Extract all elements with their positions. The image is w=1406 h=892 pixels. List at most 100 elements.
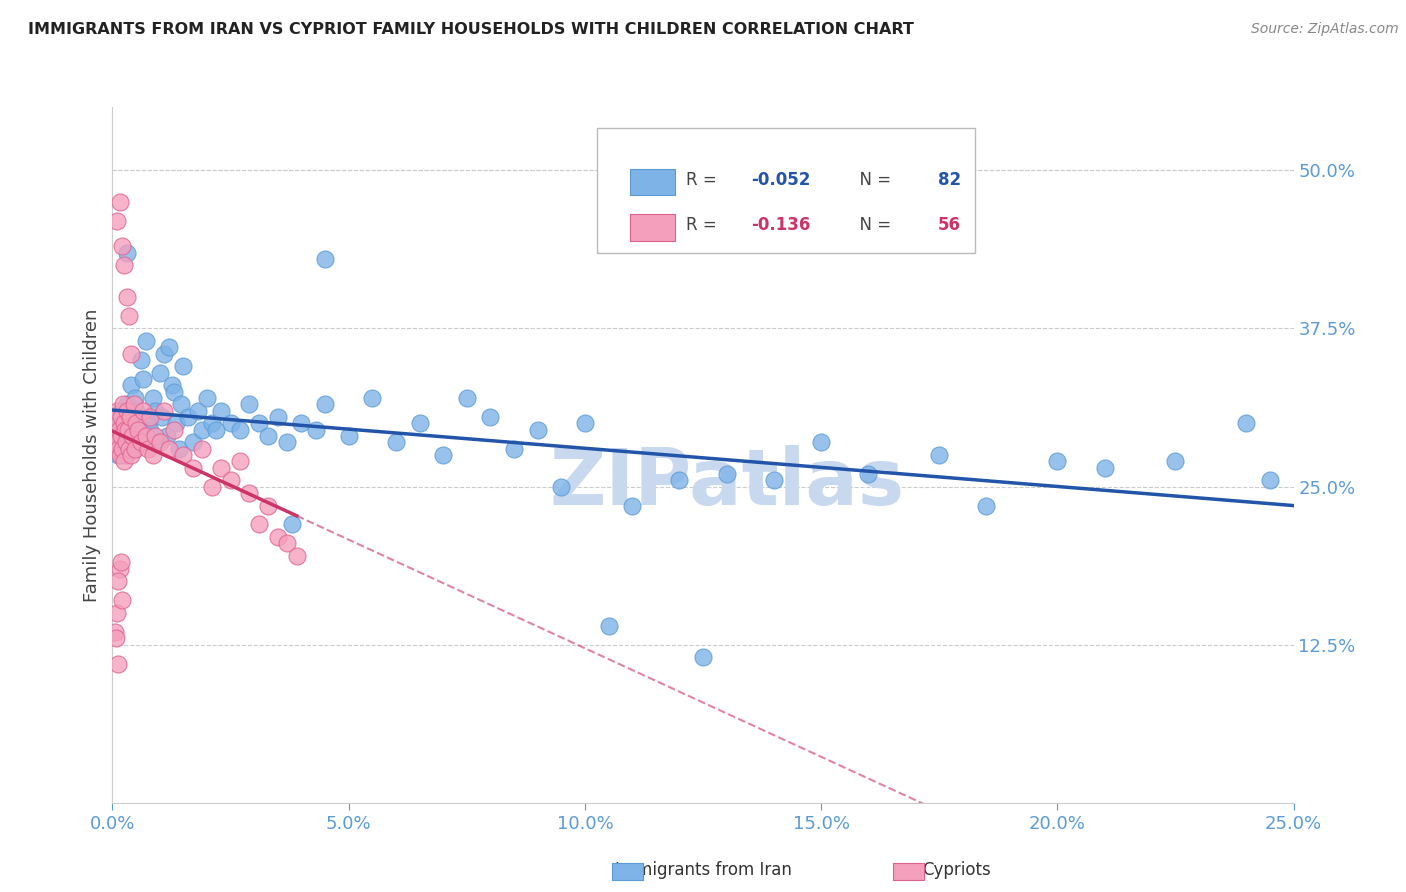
Point <box>107 442 129 456</box>
Point <box>115 245 138 260</box>
Point <box>598 618 620 632</box>
Point <box>167 442 190 456</box>
Point <box>181 435 204 450</box>
Point <box>104 442 127 456</box>
Point <box>135 429 157 443</box>
Point <box>149 435 172 450</box>
Point <box>139 423 162 437</box>
Text: -0.052: -0.052 <box>751 171 811 189</box>
Point <box>281 517 304 532</box>
Point <box>172 448 194 462</box>
Point <box>314 252 336 266</box>
Point <box>177 409 200 424</box>
Point <box>143 403 166 417</box>
Point <box>229 454 252 468</box>
Point <box>110 409 132 424</box>
Point <box>191 442 214 456</box>
Point <box>209 460 232 475</box>
Point <box>1258 473 1281 487</box>
Point <box>107 448 129 462</box>
Point <box>125 417 148 431</box>
Text: N =: N = <box>849 217 897 235</box>
Point <box>219 473 242 487</box>
Bar <box>630 214 675 241</box>
Point <box>136 417 159 431</box>
Point <box>170 397 193 411</box>
Point <box>108 194 131 209</box>
Point <box>479 409 502 424</box>
Point <box>285 549 308 563</box>
Point <box>257 499 280 513</box>
Point <box>201 479 224 493</box>
Bar <box>630 169 675 195</box>
Point <box>503 442 526 456</box>
Point <box>121 429 143 443</box>
Point <box>122 397 145 411</box>
FancyBboxPatch shape <box>596 128 974 253</box>
Point <box>165 417 187 431</box>
Point <box>160 378 183 392</box>
Point <box>186 403 208 417</box>
Point <box>181 460 204 475</box>
Point <box>195 391 218 405</box>
Point <box>858 467 880 481</box>
Point <box>163 423 186 437</box>
Point <box>117 417 139 431</box>
Point <box>146 435 169 450</box>
Text: ZIPatlas: ZIPatlas <box>550 445 904 521</box>
Text: 56: 56 <box>938 217 962 235</box>
Text: IMMIGRANTS FROM IRAN VS CYPRIOT FAMILY HOUSEHOLDS WITH CHILDREN CORRELATION CHAR: IMMIGRANTS FROM IRAN VS CYPRIOT FAMILY H… <box>28 22 914 37</box>
Point <box>209 403 232 417</box>
Point <box>105 403 128 417</box>
Point <box>108 423 131 437</box>
Point <box>172 359 194 374</box>
Point <box>976 499 998 513</box>
Point <box>111 593 134 607</box>
Point <box>105 632 128 646</box>
Text: N =: N = <box>849 171 897 189</box>
Point <box>110 403 132 417</box>
Point <box>574 417 596 431</box>
Point <box>112 417 135 431</box>
Point <box>112 454 135 468</box>
Point <box>810 435 832 450</box>
Point <box>129 353 152 368</box>
Point <box>157 442 180 456</box>
Point <box>114 435 136 450</box>
Point <box>120 448 142 462</box>
Point <box>219 417 242 431</box>
Point <box>118 442 141 456</box>
Point <box>191 423 214 437</box>
Point <box>112 429 135 443</box>
Point <box>1164 454 1187 468</box>
Point <box>550 479 572 493</box>
Point <box>110 556 132 570</box>
Point <box>692 650 714 665</box>
Point <box>142 448 165 462</box>
Point <box>132 372 155 386</box>
Point <box>120 378 142 392</box>
Point <box>115 403 138 417</box>
Point <box>108 562 131 576</box>
Point <box>762 473 785 487</box>
Point <box>111 442 134 456</box>
Point <box>121 409 143 424</box>
Point <box>110 429 132 443</box>
Point <box>125 403 148 417</box>
Point <box>115 290 138 304</box>
Point <box>1046 454 1069 468</box>
Point <box>716 467 738 481</box>
Point <box>314 397 336 411</box>
Point <box>120 347 142 361</box>
Point <box>107 657 129 671</box>
Point <box>267 530 290 544</box>
Point <box>456 391 478 405</box>
Point <box>143 429 166 443</box>
Point <box>105 214 128 228</box>
Text: 82: 82 <box>938 171 962 189</box>
Point <box>115 397 138 411</box>
Point <box>276 536 298 550</box>
Point <box>238 486 260 500</box>
Text: R =: R = <box>686 217 723 235</box>
Text: -0.136: -0.136 <box>751 217 811 235</box>
